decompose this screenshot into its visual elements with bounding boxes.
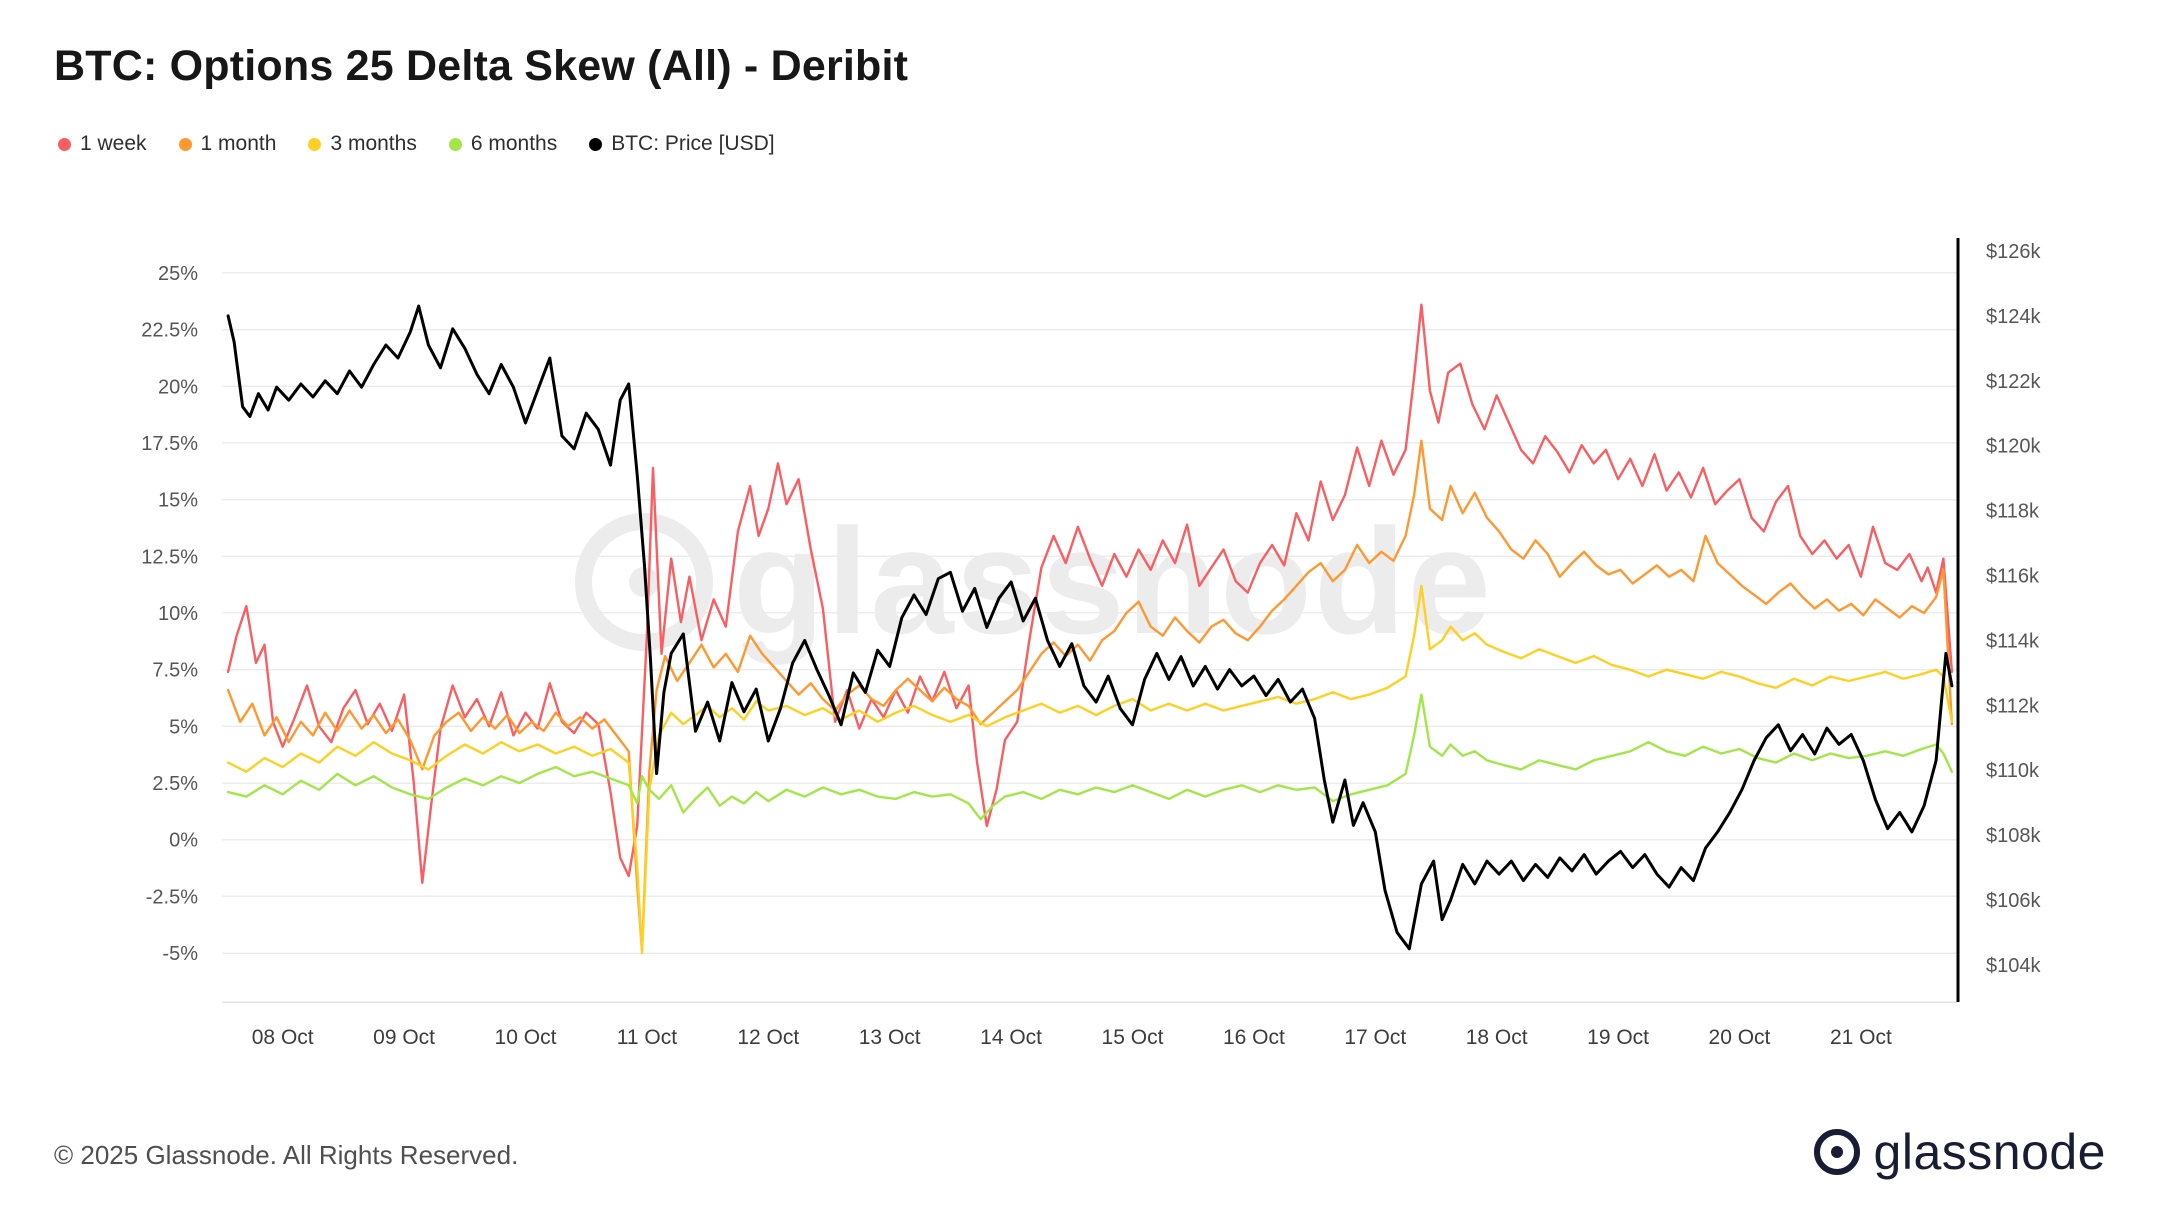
right-axis-tick-label: $108k bbox=[1986, 825, 2041, 847]
x-axis-tick-label: 18 Oct bbox=[1466, 1026, 1528, 1049]
left-axis-tick-label: 5% bbox=[169, 716, 198, 738]
legend-item-1-week[interactable]: 1 week bbox=[58, 132, 147, 156]
copyright-text: © 2025 Glassnode. All Rights Reserved. bbox=[54, 1140, 519, 1170]
page-title: BTC: Options 25 Delta Skew (All) - Derib… bbox=[54, 42, 909, 90]
legend-item-1-month[interactable]: 1 month bbox=[178, 132, 277, 156]
right-axis-tick-label: $114k bbox=[1986, 630, 2040, 652]
legend-dot-icon bbox=[589, 137, 603, 151]
left-axis-tick-label: 20% bbox=[158, 376, 198, 398]
left-axis-tick-label: 0% bbox=[169, 830, 198, 852]
left-axis-tick-label: 22.5% bbox=[141, 320, 198, 342]
x-axis-tick-label: 09 Oct bbox=[373, 1026, 435, 1049]
left-axis-tick-label: 10% bbox=[158, 603, 198, 625]
x-axis-tick-label: 13 Oct bbox=[859, 1026, 921, 1049]
x-axis-tick-label: 21 Oct bbox=[1830, 1026, 1892, 1049]
legend-label: 1 week bbox=[80, 132, 147, 155]
right-axis-tick-label: $112k bbox=[1986, 695, 2040, 717]
left-axis-tick-label: 12.5% bbox=[141, 546, 198, 568]
glassnode-logo[interactable]: glassnode bbox=[1813, 1123, 2106, 1181]
left-axis-tick-label: 17.5% bbox=[141, 433, 198, 455]
watermark-text: glassnode bbox=[733, 497, 1493, 665]
x-axis-tick-label: 16 Oct bbox=[1223, 1026, 1285, 1049]
x-axis-tick-label: 08 Oct bbox=[252, 1026, 314, 1049]
legend-label: 1 month bbox=[200, 132, 277, 155]
glassnode-logo-text: glassnode bbox=[1873, 1124, 2106, 1180]
left-axis-tick-label: 2.5% bbox=[152, 773, 198, 795]
right-axis-tick-label: $126k bbox=[1986, 241, 2041, 263]
series-line-1-week bbox=[226, 303, 1954, 884]
series-line-1-month bbox=[226, 439, 1954, 952]
legend: 1 week 1 month 3 months 6 months BTC: Price … bbox=[58, 132, 775, 156]
left-axis-tick-label: -5% bbox=[162, 943, 198, 965]
right-axis-tick-label: $110k bbox=[1986, 760, 2040, 782]
right-axis-tick-label: $106k bbox=[1986, 890, 2041, 912]
legend-dot-icon bbox=[308, 137, 322, 151]
x-axis-tick-label: 19 Oct bbox=[1587, 1026, 1649, 1049]
legend-label: 3 months bbox=[330, 132, 417, 155]
right-axis-tick-label: $116k bbox=[1986, 566, 2040, 588]
right-axis-tick-label: $124k bbox=[1986, 306, 2041, 328]
right-axis-tick-label: $122k bbox=[1986, 371, 2041, 393]
legend-dot-icon bbox=[448, 137, 462, 151]
right-axis-tick-label: $118k bbox=[1986, 501, 2040, 523]
legend-label: BTC: Price [USD] bbox=[611, 132, 775, 155]
legend-dot-icon bbox=[58, 137, 71, 151]
glassnode-logo-icon bbox=[1813, 1129, 1860, 1175]
series-line-6-months bbox=[226, 693, 1954, 821]
legend-item-3-months[interactable]: 3 months bbox=[308, 132, 417, 156]
series-line-3-months bbox=[226, 584, 1954, 955]
x-axis-tick-label: 11 Oct bbox=[617, 1026, 677, 1049]
x-axis-tick-label: 20 Oct bbox=[1709, 1026, 1771, 1049]
legend-dot-icon bbox=[178, 137, 192, 151]
x-axis-tick-label: 12 Oct bbox=[737, 1026, 799, 1049]
left-axis-tick-label: 15% bbox=[158, 490, 198, 512]
x-axis-tick-label: 14 Oct bbox=[980, 1026, 1042, 1049]
series-line-btc-price-usd bbox=[226, 304, 1954, 951]
left-axis-tick-label: -2.5% bbox=[146, 886, 198, 908]
legend-item-6-months[interactable]: 6 months bbox=[448, 132, 558, 156]
x-axis-tick-label: 17 Oct bbox=[1344, 1026, 1406, 1049]
left-axis-tick-label: 7.5% bbox=[152, 660, 198, 682]
legend-label: 6 months bbox=[470, 132, 558, 155]
x-axis-tick-label: 15 Oct bbox=[1102, 1026, 1164, 1049]
right-axis-tick-label: $104k bbox=[1986, 955, 2041, 977]
legend-item-btc-price-usd[interactable]: BTC: Price [USD] bbox=[589, 132, 775, 156]
left-axis-tick-label: 25% bbox=[158, 263, 198, 285]
right-axis-tick-label: $120k bbox=[1986, 436, 2041, 458]
x-axis-tick-label: 10 Oct bbox=[495, 1026, 557, 1049]
